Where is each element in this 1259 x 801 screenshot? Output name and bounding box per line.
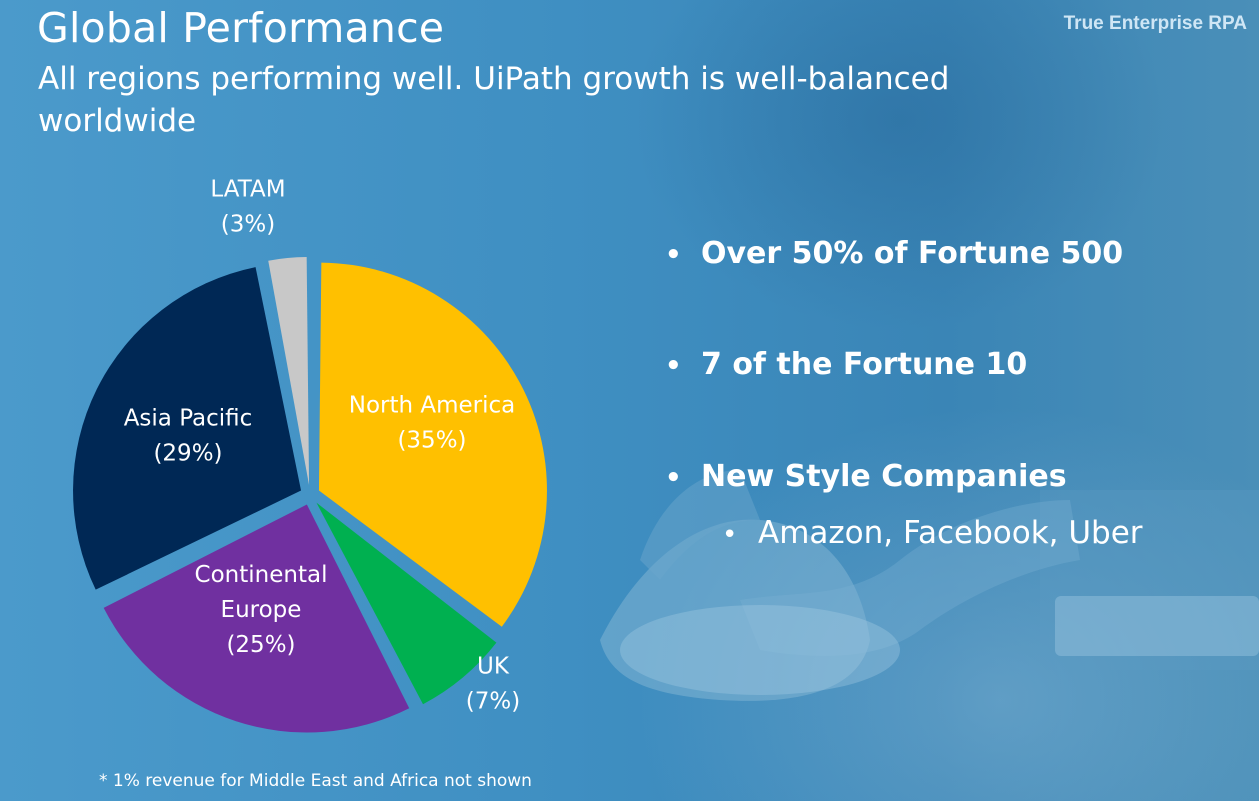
pie-label-name: Europe [221,597,302,623]
page-subtitle: All regions performing well. UiPath grow… [38,61,950,139]
page-title: Global Performance [37,4,445,52]
pie-label-latam: LATAM (3%) [210,177,285,238]
pie-slice-north-america [318,262,547,627]
bullet-dot-icon: • [665,463,682,493]
pie-slice-continental-europe [103,504,410,733]
pie-label-name: LATAM [210,177,285,203]
bullet-dot-icon: • [665,240,682,270]
pie-label-name: North America [349,393,516,419]
pie-label-name: Asia Pacific [124,406,253,432]
pie-slice-asia-pacific [73,267,302,590]
sub-bullet-text: Amazon, Facebook, Uber [758,515,1143,551]
pie-label-continental-europe: Continental Europe (25%) [195,562,328,658]
pie-label-asia-pacific: Asia Pacific (29%) [124,406,253,467]
pie-label-name: UK [477,654,510,680]
bullet-item: • Over 50% of Fortune 500 [665,236,1123,271]
bullet-text: New Style Companies [701,459,1067,494]
brand-tagline: True Enterprise RPA [1063,13,1247,34]
pie-label-percent: (35%) [397,428,466,454]
bullet-dot-icon: • [722,520,738,550]
pie-label-name: Continental [195,562,328,588]
pie-label-north-america: North America (35%) [349,393,516,454]
pie-slice-uk [316,502,497,705]
pie-label-percent: (7%) [466,689,520,715]
bullet-text: 7 of the Fortune 10 [701,347,1028,382]
bullet-item: • New Style Companies [665,459,1067,494]
sub-bullet-item: • Amazon, Facebook, Uber [722,515,1143,551]
pie-slice-latam [268,257,310,486]
pie-label-percent: (25%) [226,632,295,658]
bullet-dot-icon: • [665,351,682,381]
pie-label-percent: (3%) [221,212,275,238]
pie-label-percent: (29%) [153,441,222,467]
bullet-item: • 7 of the Fortune 10 [665,347,1027,382]
footnote: * 1% revenue for Middle East and Africa … [99,771,532,791]
bullet-text: Over 50% of Fortune 500 [701,236,1124,271]
pie-label-uk: UK (7%) [466,654,520,715]
